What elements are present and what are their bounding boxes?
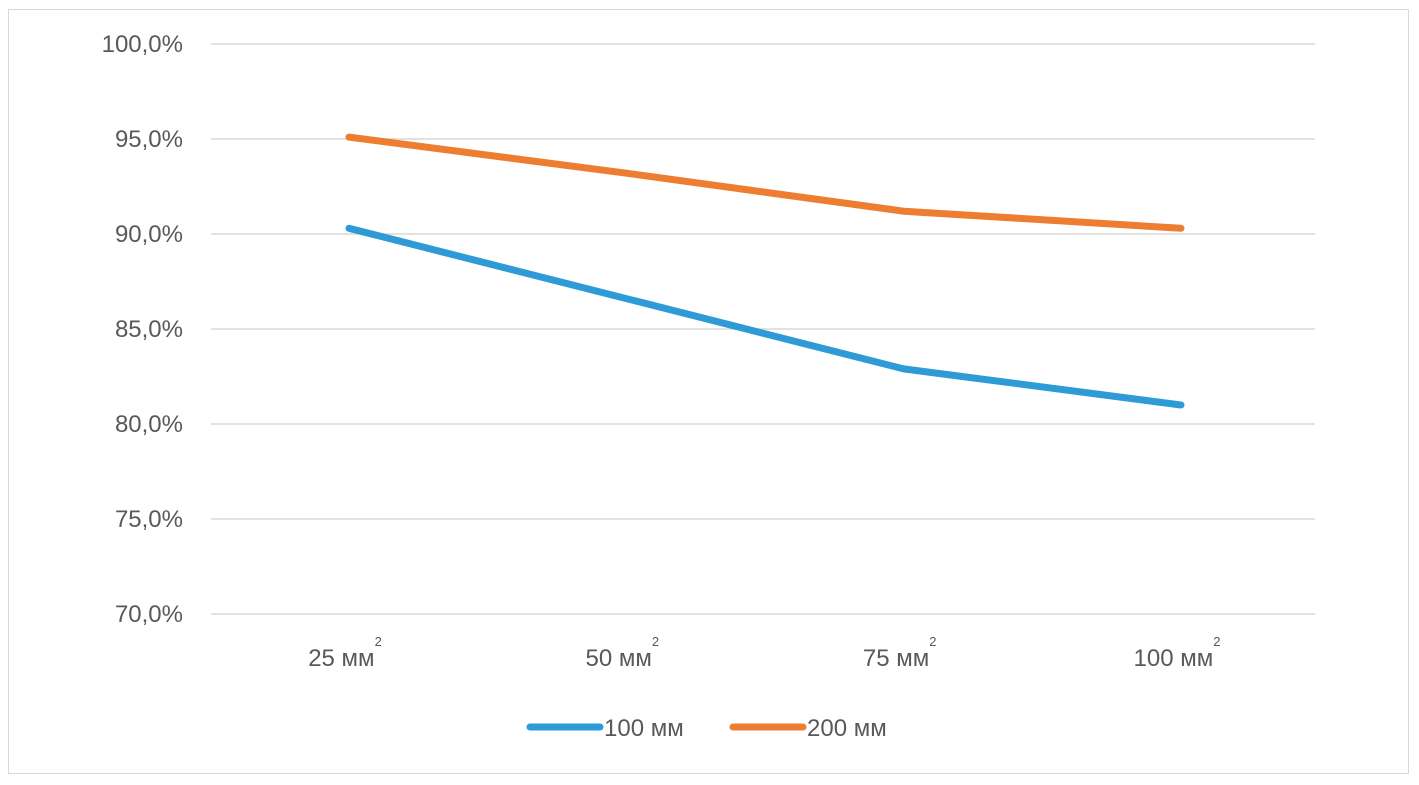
series-lines	[345, 133, 1185, 409]
x-tick-label-superscript: 2	[652, 634, 659, 649]
y-tick-label: 95,0%	[115, 126, 183, 153]
y-axis-tick-labels: 100,0% 95,0% 90,0% 85,0% 80,0% 75,0% 70,0%	[102, 31, 183, 628]
legend: 100 мм 200 мм	[526, 715, 887, 742]
y-tick-label: 70,0%	[115, 601, 183, 628]
legend-label: 200 мм	[807, 715, 887, 742]
x-tick-label-text: 100 мм	[1134, 645, 1214, 672]
y-tick-label: 75,0%	[115, 506, 183, 533]
series-line-2	[345, 133, 1185, 232]
x-tick-label: 100 мм2	[1134, 634, 1221, 672]
x-tick-label-superscript: 2	[1213, 634, 1220, 649]
y-tick-label: 90,0%	[115, 221, 183, 248]
y-tick-label: 80,0%	[115, 411, 183, 438]
x-tick-label: 25 мм2	[308, 634, 382, 672]
x-tick-label: 50 мм2	[586, 634, 660, 672]
y-tick-label: 85,0%	[115, 316, 183, 343]
x-tick-label: 75 мм2	[863, 634, 937, 672]
gridlines	[211, 43, 1315, 615]
x-tick-label-text: 50 мм	[586, 645, 652, 672]
y-tick-label: 100,0%	[102, 31, 183, 58]
legend-label: 100 мм	[604, 715, 684, 742]
x-tick-label-text: 25 мм	[308, 645, 374, 672]
x-tick-label-superscript: 2	[375, 634, 382, 649]
series-line-1	[345, 224, 1185, 409]
x-tick-label-text: 75 мм	[863, 645, 929, 672]
chart-area	[8, 9, 1409, 774]
x-tick-label-superscript: 2	[929, 634, 936, 649]
